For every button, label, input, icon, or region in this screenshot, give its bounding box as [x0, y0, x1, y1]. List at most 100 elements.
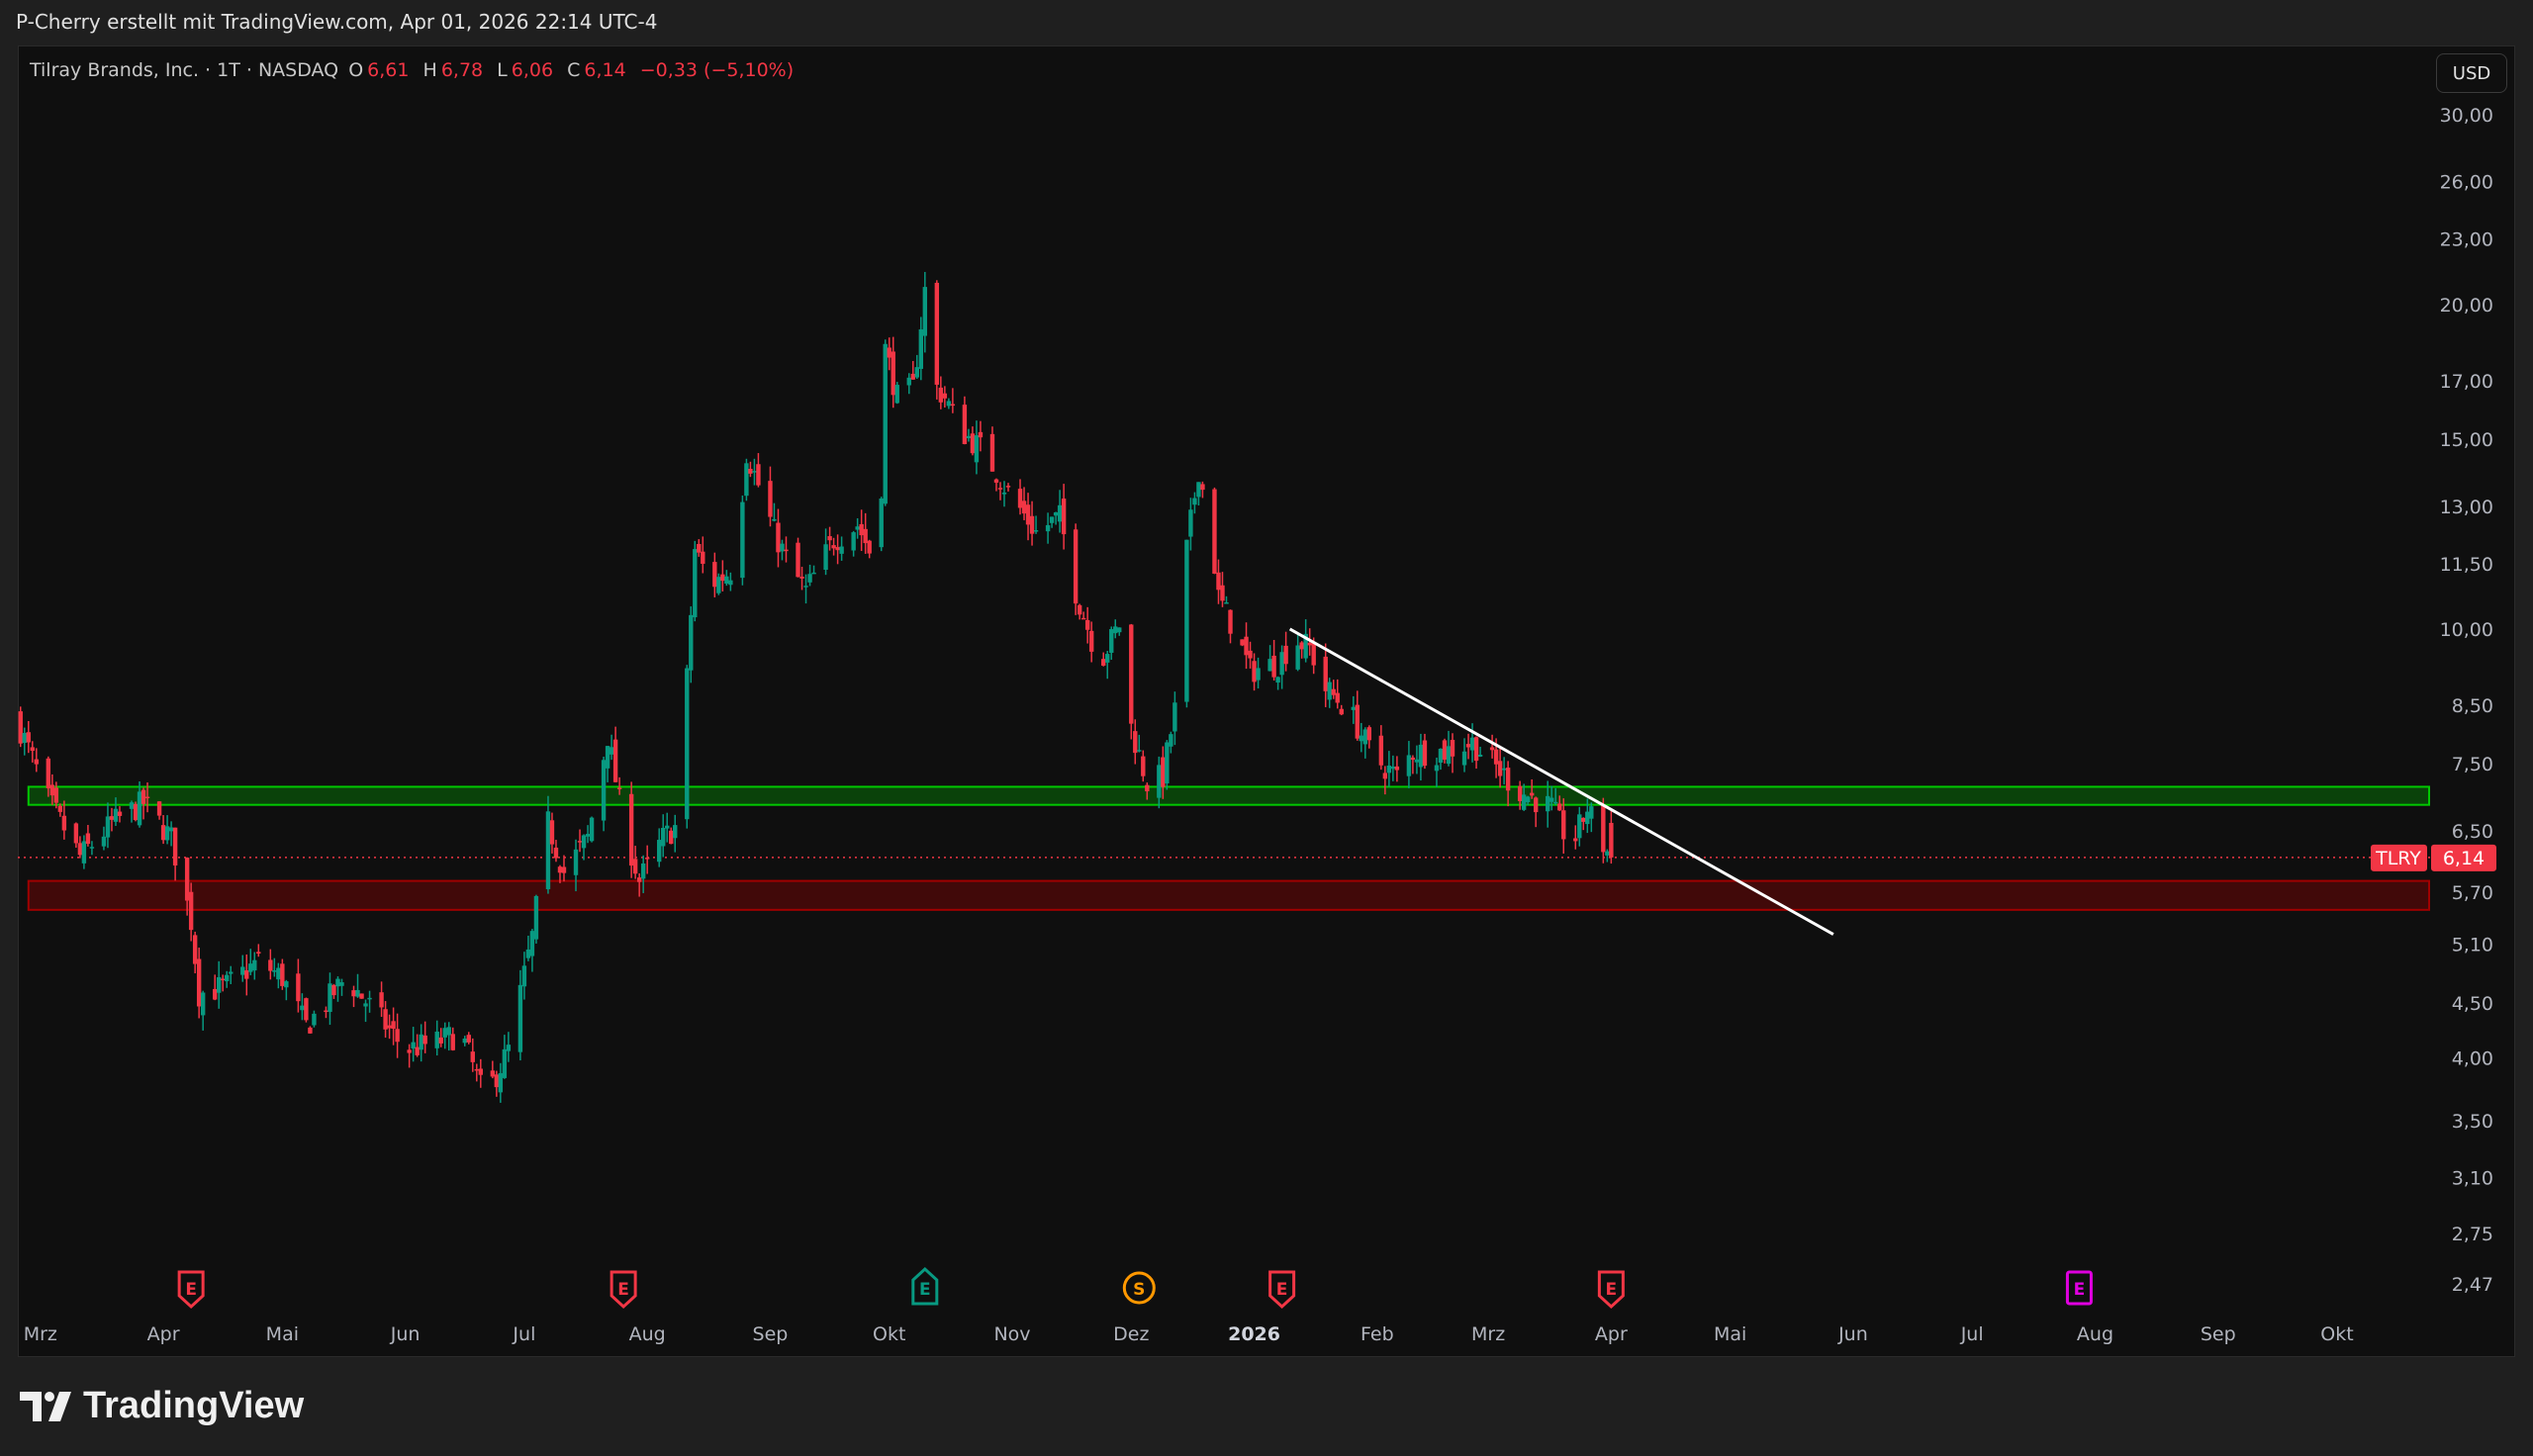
candle[interactable]: [1033, 515, 1039, 534]
candle[interactable]: [141, 787, 146, 820]
candle[interactable]: [724, 570, 729, 587]
chart-panel[interactable]: [18, 46, 2515, 1357]
candle[interactable]: [1240, 639, 1245, 647]
candle[interactable]: [466, 1032, 471, 1045]
candle[interactable]: [85, 825, 91, 847]
candle[interactable]: [1084, 606, 1090, 644]
candle[interactable]: [160, 815, 166, 845]
candle[interactable]: [1414, 745, 1420, 774]
candle[interactable]: [644, 845, 650, 874]
candle[interactable]: [1303, 619, 1308, 663]
candle[interactable]: [1137, 734, 1142, 753]
candle[interactable]: [1366, 725, 1372, 749]
candle[interactable]: [304, 997, 309, 1023]
candle[interactable]: [1446, 730, 1452, 767]
candle[interactable]: [589, 816, 595, 843]
candle[interactable]: [221, 974, 226, 992]
candle[interactable]: [1188, 498, 1193, 551]
candle[interactable]: [811, 565, 816, 575]
candle[interactable]: [1390, 755, 1396, 781]
candle[interactable]: [748, 461, 753, 478]
candle[interactable]: [217, 960, 222, 1009]
candle[interactable]: [685, 665, 690, 829]
candle[interactable]: [470, 1038, 475, 1072]
candle[interactable]: [1045, 512, 1051, 544]
candle[interactable]: [1450, 733, 1455, 774]
candle[interactable]: [772, 502, 777, 522]
candle[interactable]: [1609, 810, 1614, 864]
earnings-event-icon[interactable]: E: [1597, 1270, 1625, 1310]
candle[interactable]: [506, 1032, 512, 1062]
candle[interactable]: [1335, 679, 1340, 709]
candle[interactable]: [1489, 734, 1495, 759]
candle[interactable]: [1109, 626, 1114, 660]
candle[interactable]: [1049, 516, 1055, 528]
candle[interactable]: [693, 540, 698, 622]
candle[interactable]: [1080, 611, 1086, 620]
candle[interactable]: [1557, 795, 1562, 811]
candle[interactable]: [1577, 806, 1582, 847]
candle[interactable]: [248, 949, 253, 975]
candle[interactable]: [835, 534, 840, 565]
candle[interactable]: [938, 376, 944, 410]
candle[interactable]: [1200, 481, 1205, 499]
candle[interactable]: [1501, 757, 1507, 785]
candle[interactable]: [26, 720, 31, 754]
candle[interactable]: [803, 574, 808, 604]
candle[interactable]: [284, 979, 289, 1001]
candle[interactable]: [529, 929, 535, 972]
candle[interactable]: [1521, 783, 1527, 811]
candle[interactable]: [34, 748, 39, 773]
candle[interactable]: [1248, 641, 1253, 669]
candle[interactable]: [129, 800, 135, 823]
candle[interactable]: [1465, 733, 1471, 760]
candle[interactable]: [585, 825, 591, 844]
candle[interactable]: [1327, 678, 1332, 708]
candle[interactable]: [784, 536, 789, 563]
candle[interactable]: [728, 572, 733, 592]
candle[interactable]: [1581, 817, 1586, 831]
candle[interactable]: [657, 828, 662, 867]
candle[interactable]: [312, 1010, 317, 1028]
candle[interactable]: [744, 458, 749, 501]
candle[interactable]: [701, 536, 705, 574]
candle[interactable]: [1546, 780, 1550, 828]
candle[interactable]: [49, 774, 55, 805]
candle[interactable]: [616, 776, 622, 795]
candle[interactable]: [1256, 657, 1261, 689]
candle[interactable]: [1601, 797, 1606, 864]
candle[interactable]: [89, 841, 95, 856]
candle[interactable]: [1017, 479, 1023, 515]
candle[interactable]: [57, 803, 63, 817]
candle[interactable]: [557, 864, 563, 883]
symbol-legend[interactable]: Tilray Brands, Inc. · 1T · NASDAQ O 6,61 …: [30, 59, 797, 81]
candle[interactable]: [1073, 523, 1079, 615]
candle[interactable]: [225, 970, 230, 988]
candle[interactable]: [1252, 653, 1257, 691]
candle[interactable]: [1517, 780, 1523, 810]
candle[interactable]: [1406, 741, 1412, 788]
candle[interactable]: [891, 336, 895, 409]
candle[interactable]: [30, 741, 35, 763]
candle[interactable]: [252, 952, 257, 980]
candle[interactable]: [906, 373, 911, 395]
candle[interactable]: [1088, 621, 1094, 663]
candle[interactable]: [989, 426, 995, 472]
candle[interactable]: [697, 539, 702, 557]
earnings-event-icon[interactable]: E: [2065, 1270, 2093, 1306]
candle[interactable]: [553, 840, 559, 863]
candle[interactable]: [855, 517, 860, 539]
candle[interactable]: [1113, 619, 1118, 639]
candle[interactable]: [105, 802, 111, 849]
candle[interactable]: [970, 426, 976, 456]
candle[interactable]: [1025, 493, 1031, 541]
candle[interactable]: [934, 280, 940, 400]
candle[interactable]: [1533, 796, 1539, 828]
candle[interactable]: [1394, 756, 1400, 782]
candle[interactable]: [462, 1036, 467, 1046]
candle[interactable]: [636, 872, 642, 897]
candle[interactable]: [73, 822, 79, 849]
candle[interactable]: [1133, 719, 1138, 765]
candle[interactable]: [673, 814, 678, 853]
candle[interactable]: [669, 827, 674, 845]
